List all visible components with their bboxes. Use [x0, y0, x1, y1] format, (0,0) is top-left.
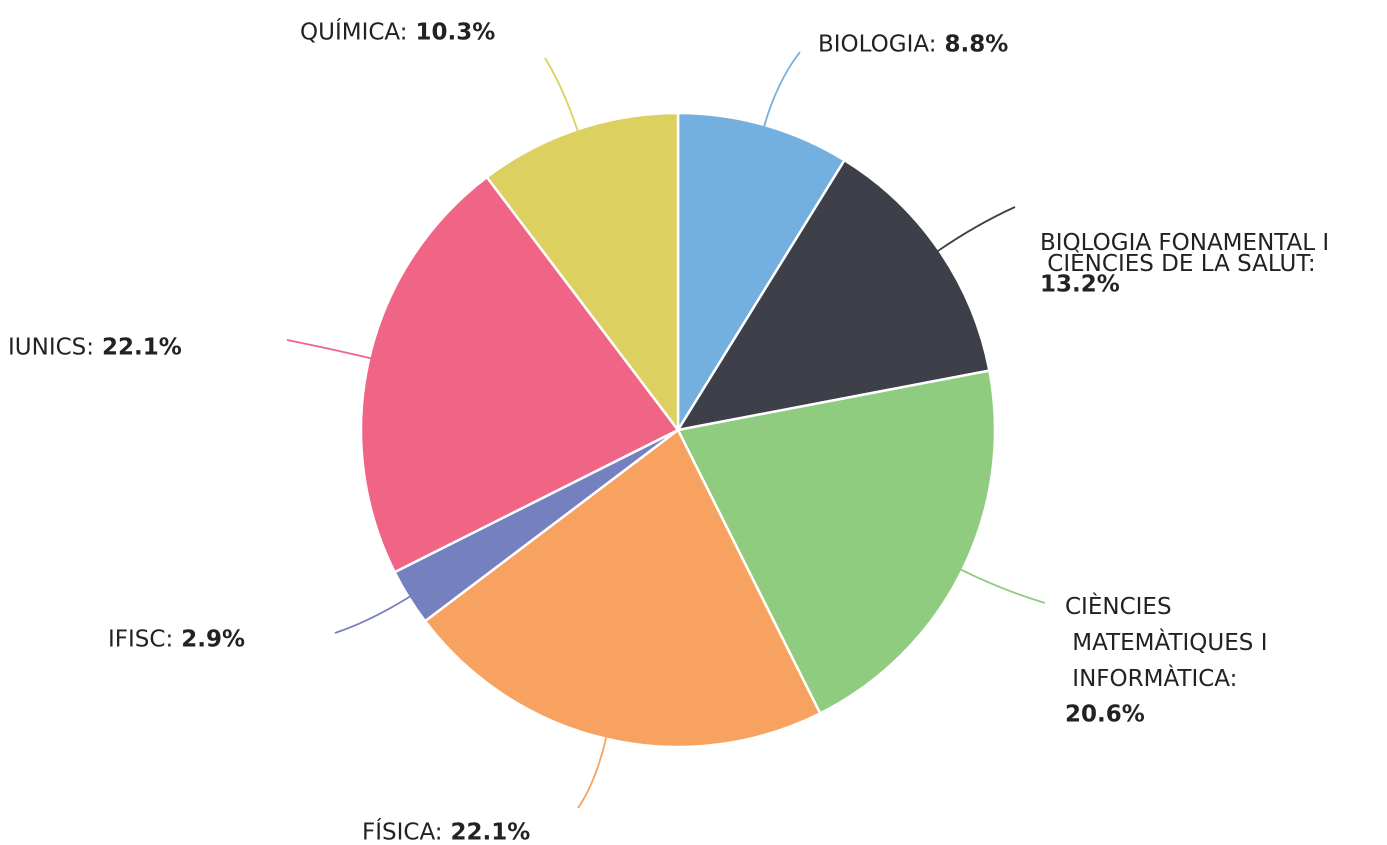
slice-label: IFISC: — [108, 627, 173, 653]
leader-line — [334, 595, 411, 634]
slice-label: BIOLOGIA FONAMENTAL I CIÈNCIES DE LA SAL… — [1040, 230, 1329, 277]
slice-label: BIOLOGIA: — [818, 32, 936, 58]
leader-line — [544, 57, 579, 132]
slice-label: CIÈNCIES MATEMÀTIQUES I INFORMÀTICA: — [1065, 592, 1267, 692]
slice-label: QUÍMICA: — [300, 18, 408, 46]
leader-line — [936, 206, 1016, 253]
leader-line — [960, 568, 1046, 604]
value-label: 20.6% — [1065, 702, 1145, 728]
leader-line — [763, 51, 801, 128]
value-label: 22.1% — [102, 335, 182, 361]
leader-line — [286, 339, 372, 360]
value-label: 13.2% — [1040, 272, 1120, 298]
slice-label: IUNICS: — [8, 335, 94, 361]
value-label: 22.1% — [451, 820, 531, 845]
value-label: 8.8% — [944, 32, 1008, 58]
leader-line — [577, 736, 608, 809]
value-label: 10.3% — [416, 20, 496, 46]
value-label: 2.9% — [181, 627, 245, 653]
slice-label: FÍSICA: — [362, 818, 443, 845]
